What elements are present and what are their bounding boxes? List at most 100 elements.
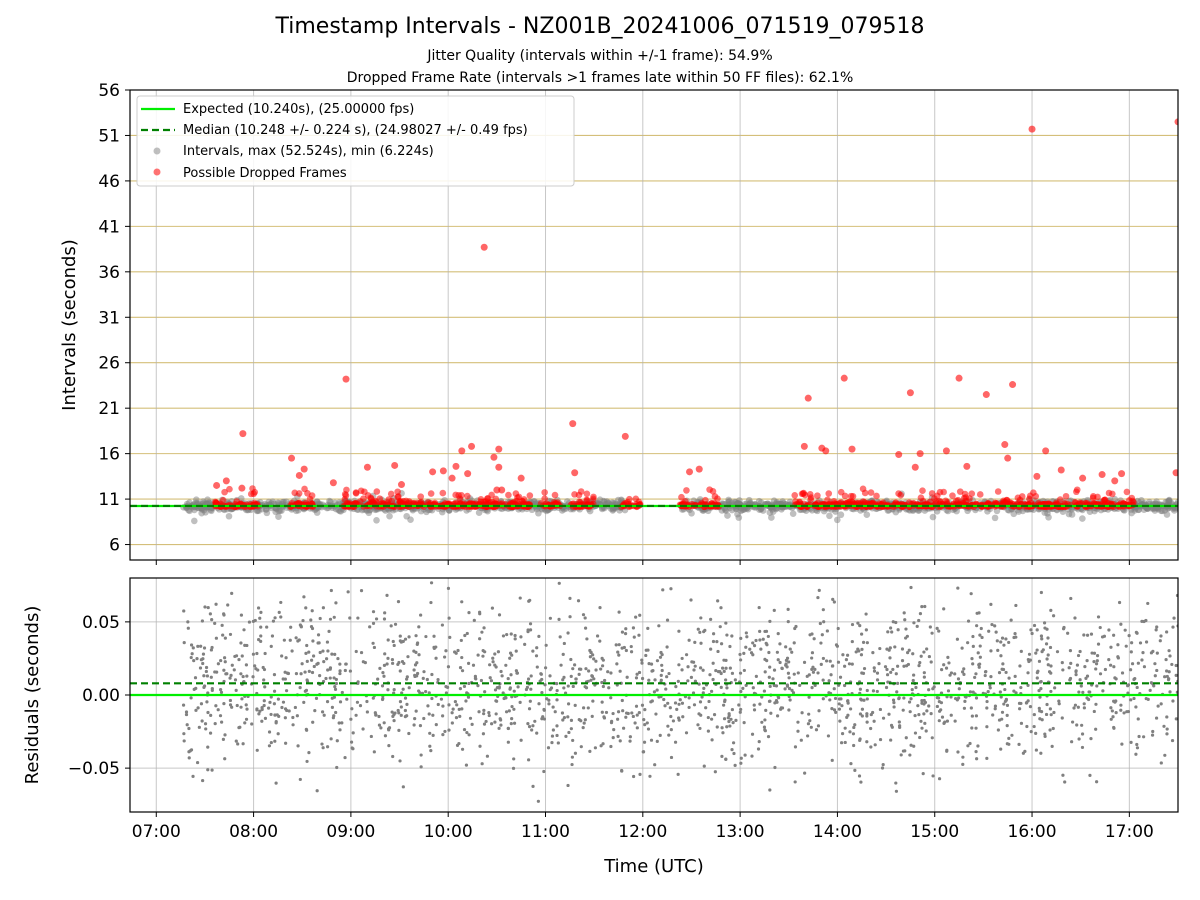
residual-point	[878, 646, 882, 651]
residual-point	[1162, 724, 1166, 728]
top-y-axis-label: Intervals (seconds)	[59, 239, 80, 411]
residual-point	[1082, 702, 1086, 706]
dropped-frame-outlier	[1118, 470, 1126, 478]
residual-point	[872, 719, 876, 723]
residual-point	[1094, 727, 1098, 731]
residual-point	[894, 789, 899, 793]
residual-point	[413, 674, 417, 679]
residual-point	[911, 652, 915, 656]
residual-point	[371, 696, 375, 700]
residual-point	[244, 717, 249, 721]
residual-point	[1095, 684, 1099, 688]
residual-point	[1088, 690, 1092, 694]
residual-point	[985, 756, 989, 760]
residual-point	[598, 639, 602, 643]
residual-point	[621, 709, 625, 713]
residual-point	[269, 712, 273, 717]
residual-point	[714, 668, 718, 673]
residual-point	[569, 674, 573, 678]
residual-point	[881, 716, 886, 720]
dropped-frame-point	[976, 491, 984, 498]
residual-point	[510, 716, 514, 721]
residual-point	[484, 719, 488, 724]
residual-point	[771, 677, 775, 681]
residual-point	[837, 707, 842, 711]
residual-point	[722, 669, 726, 673]
residual-point	[757, 740, 761, 744]
residual-point	[665, 645, 669, 649]
residual-point	[1037, 688, 1041, 693]
residual-point	[990, 622, 994, 627]
residual-point	[460, 655, 464, 660]
dropped-frame-point	[249, 485, 256, 492]
residual-point	[600, 656, 604, 660]
residual-point	[529, 674, 533, 678]
residual-point	[224, 672, 228, 676]
residual-point	[587, 669, 591, 673]
residual-point	[940, 715, 945, 719]
residual-point	[888, 646, 892, 650]
dropped-frame-point	[1056, 496, 1064, 503]
residual-point	[478, 610, 482, 614]
residual-point	[709, 617, 713, 621]
residual-point	[283, 716, 287, 720]
residual-point	[571, 667, 575, 671]
residual-point	[1030, 631, 1034, 636]
residual-point	[414, 634, 418, 638]
residual-point	[733, 763, 737, 767]
residual-point	[223, 660, 227, 664]
residual-point	[382, 663, 387, 667]
residual-point	[1014, 691, 1018, 695]
residual-point	[696, 627, 700, 631]
residual-point	[202, 646, 207, 650]
residual-point	[413, 717, 417, 721]
residual-point	[786, 607, 790, 611]
residual-point	[927, 654, 931, 659]
dropped-frame-outlier	[458, 447, 466, 455]
residual-point	[397, 660, 401, 665]
residual-point	[1155, 668, 1159, 673]
residual-point	[401, 639, 405, 643]
residual-point	[1080, 745, 1085, 750]
residual-point	[582, 721, 586, 725]
residual-point	[946, 689, 951, 693]
dropped-frame-point	[367, 494, 375, 502]
residual-point	[722, 658, 726, 662]
dropped-frame-point	[824, 496, 831, 504]
dropped-frame-outlier	[448, 474, 456, 482]
residual-point	[991, 713, 995, 717]
residual-point	[200, 719, 204, 723]
residual-point	[1050, 744, 1054, 748]
residual-point	[858, 737, 862, 741]
residual-point	[912, 673, 916, 677]
residual-point	[860, 714, 864, 718]
residual-point	[182, 641, 186, 645]
residual-point	[523, 642, 527, 646]
residual-point	[208, 731, 213, 735]
residual-point	[1039, 751, 1043, 755]
residual-point	[512, 721, 517, 725]
residual-point	[1007, 676, 1011, 680]
residual-point	[706, 715, 710, 720]
residual-point	[955, 637, 960, 641]
residual-point	[331, 716, 335, 720]
residual-point	[1014, 603, 1018, 608]
residual-point	[526, 722, 530, 726]
interval-point	[386, 512, 393, 520]
residual-point	[677, 716, 681, 720]
dropped-frame-outlier	[1079, 474, 1087, 482]
residual-point	[1133, 676, 1137, 681]
residual-point	[837, 702, 841, 706]
top-y-tick-label: 26	[98, 354, 120, 374]
residual-point	[996, 648, 1000, 652]
dropped-frame-point	[417, 493, 425, 500]
residual-point	[663, 704, 667, 708]
residual-point	[309, 658, 314, 662]
residual-point	[650, 699, 654, 703]
residual-point	[377, 723, 382, 727]
residual-point	[891, 620, 895, 624]
residual-point	[1096, 615, 1101, 619]
dropped-frame-outlier	[238, 484, 246, 492]
residual-point	[986, 690, 990, 694]
residual-point	[697, 712, 701, 716]
